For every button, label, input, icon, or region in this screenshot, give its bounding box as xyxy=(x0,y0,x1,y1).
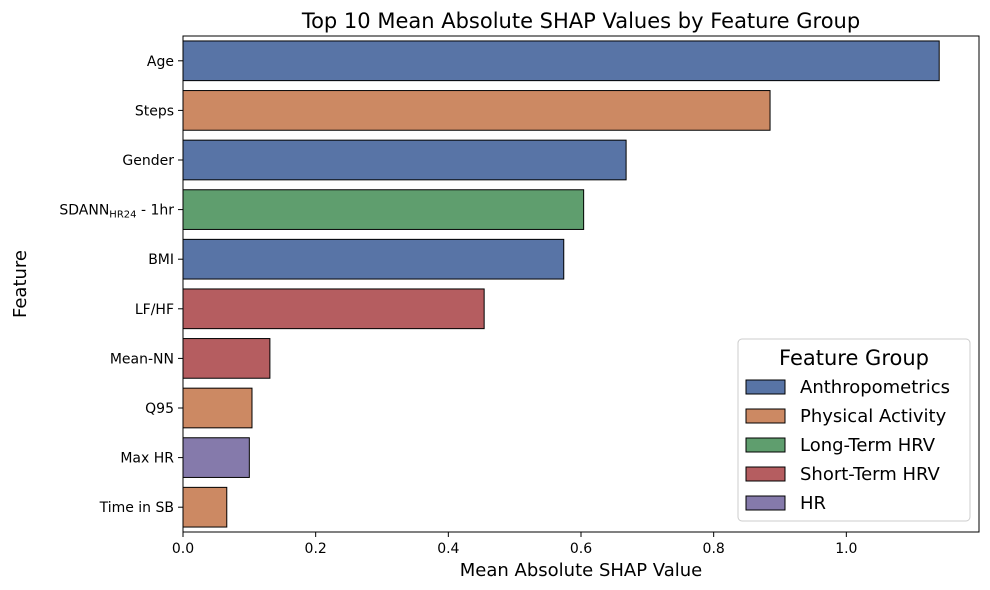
legend-swatch-hr xyxy=(745,495,786,511)
legend-title: Feature Group xyxy=(779,346,929,370)
y-axis-title: Feature xyxy=(10,250,31,318)
y-tick-label-lf-hf: LF/HF xyxy=(135,302,174,318)
y-tick-label-max-hr: Max HR xyxy=(120,451,174,467)
x-tick-label: 0.8 xyxy=(703,541,725,557)
bar-gender xyxy=(182,139,627,181)
legend-label-short-term-hrv: Short-Term HRV xyxy=(800,464,941,485)
x-tick-labels: 0.0 0.2 0.4 0.6 0.8 1.0 xyxy=(172,532,857,557)
legend-label-anthropometrics: Anthropometrics xyxy=(800,377,950,398)
bar-time-in-sb xyxy=(182,486,228,528)
y-tick-label-age: Age xyxy=(147,54,174,70)
legend-label-physical-activity: Physical Activity xyxy=(800,406,947,427)
bar-bmi xyxy=(182,238,565,280)
plot-frame xyxy=(182,35,980,533)
y-tick-label-sdann: SDANNHR24 - 1hr xyxy=(59,203,174,221)
bar-q95 xyxy=(182,387,253,429)
y-tick-label-steps: Steps xyxy=(135,103,174,119)
legend-items: Anthropometrics Physical Activity Long-Ter… xyxy=(745,377,950,514)
chart-title: Top 10 Mean Absolute SHAP Values by Feat… xyxy=(301,9,860,33)
x-tick-label: 0.2 xyxy=(305,541,327,557)
bar-steps xyxy=(182,90,771,131)
legend: Feature Group Anthropometrics Physical Ac… xyxy=(737,338,971,522)
bar-sdann xyxy=(182,189,585,230)
bar-lf-hf xyxy=(182,288,485,330)
x-tick-label: 1.0 xyxy=(835,541,857,557)
legend-swatch-anthropometrics xyxy=(745,379,786,395)
y-tick-label-gender: Gender xyxy=(122,153,174,169)
bar-mean-nn xyxy=(182,338,271,379)
legend-box xyxy=(737,338,971,522)
legend-swatch-long-term-hrv xyxy=(745,437,786,453)
x-tick-label: 0.0 xyxy=(172,541,194,557)
y-tick-label-q95: Q95 xyxy=(145,401,174,417)
y-tick-label-bmi: BMI xyxy=(148,252,174,268)
bar-max-hr xyxy=(182,437,250,478)
y-tick-labels: Age Steps Gender SDANNHR24 - 1hr BMI LF/HF Mea… xyxy=(59,54,183,516)
legend-label-hr: HR xyxy=(800,493,826,514)
bar-age xyxy=(182,40,940,82)
y-tick-label-mean-nn: Mean-NN xyxy=(110,351,174,367)
bars-layer xyxy=(182,40,940,528)
legend-swatch-physical-activity xyxy=(745,408,786,424)
x-tick-label: 0.6 xyxy=(570,541,592,557)
y-tick-label-time-in-sb: Time in SB xyxy=(99,500,174,516)
legend-swatch-short-term-hrv xyxy=(745,466,786,482)
x-tick-label: 0.4 xyxy=(437,541,459,557)
legend-label-long-term-hrv: Long-Term HRV xyxy=(800,435,936,456)
x-axis-title: Mean Absolute SHAP Value xyxy=(460,560,702,581)
